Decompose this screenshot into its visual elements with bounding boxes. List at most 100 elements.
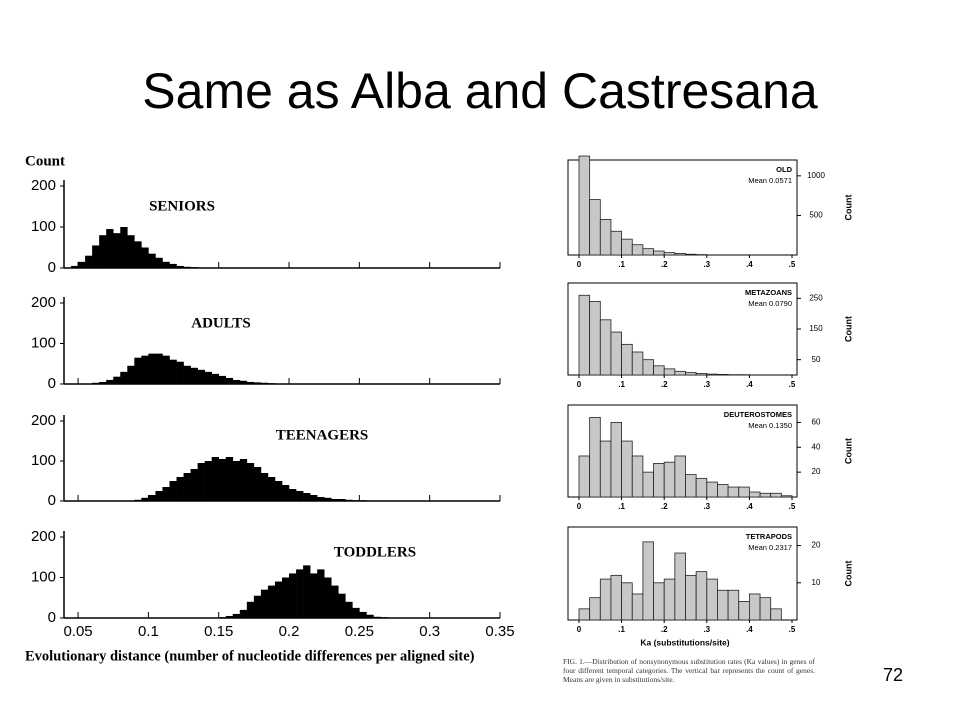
bar	[610, 331, 623, 376]
bar	[296, 491, 304, 501]
y-tick-label: 10	[812, 578, 821, 587]
bar	[717, 484, 729, 498]
bar	[99, 381, 107, 384]
y-tick-label: 100	[31, 452, 56, 469]
bar	[685, 372, 697, 376]
panel-label: TODDLERS	[334, 544, 416, 560]
x-tick-label: 0.2	[279, 623, 300, 640]
y-tick-label: 500	[809, 211, 823, 220]
bar	[578, 294, 591, 376]
bar	[183, 365, 191, 384]
bar	[578, 155, 591, 256]
bar	[331, 499, 339, 501]
bar	[695, 571, 708, 621]
bar	[685, 574, 697, 621]
x-tick-label: .3	[703, 260, 710, 269]
x-tick-label: .5	[789, 260, 796, 269]
bar	[141, 497, 149, 501]
x-tick-label: .2	[661, 625, 668, 634]
bar	[303, 565, 311, 618]
bar	[169, 481, 177, 501]
bar	[589, 417, 601, 498]
panel-label: ADULTS	[191, 315, 250, 331]
y-axis-label: Count	[843, 195, 853, 221]
y-tick-label: 250	[809, 293, 823, 302]
bar	[120, 371, 128, 384]
bar	[253, 382, 262, 384]
bar	[674, 552, 686, 621]
bar	[176, 265, 184, 268]
x-tick-label: 0	[577, 625, 582, 634]
bar	[239, 459, 248, 501]
y-tick-label: 50	[812, 355, 821, 364]
y-tick-label: 200	[31, 528, 56, 545]
bar	[589, 300, 601, 376]
bar	[727, 486, 740, 498]
bar	[310, 495, 318, 501]
y-tick-label: 100	[31, 334, 56, 351]
bar	[366, 614, 374, 618]
x-tick-label: .2	[661, 502, 668, 511]
y-tick-label: 40	[812, 442, 821, 451]
panel-label: METAZOANS	[745, 288, 792, 297]
bar	[663, 578, 676, 621]
bar	[695, 477, 708, 498]
bar	[232, 461, 241, 501]
bar	[663, 461, 676, 498]
bar	[685, 474, 697, 498]
y-tick-label: 200	[31, 294, 56, 311]
bar	[141, 247, 149, 268]
bar	[780, 495, 793, 498]
bar	[695, 373, 708, 376]
bar	[642, 248, 654, 256]
x-tick-label: .5	[789, 380, 796, 389]
bar	[99, 235, 107, 268]
y-axis-label: Count	[843, 316, 853, 342]
panel-label: DEUTEROSTOMES	[724, 410, 792, 419]
bar	[317, 497, 325, 501]
y-tick-label: 0	[48, 375, 56, 392]
x-tick-label: .3	[703, 502, 710, 511]
bar	[162, 487, 170, 501]
bar	[176, 361, 184, 384]
bar	[749, 491, 761, 498]
bar	[197, 463, 205, 501]
bar	[134, 241, 142, 268]
panel-label: SENIORS	[149, 198, 215, 214]
bar	[282, 485, 290, 501]
bar	[148, 353, 156, 384]
bar	[239, 380, 248, 384]
bar	[345, 601, 353, 618]
y-tick-label: 20	[812, 467, 821, 476]
x-axis-label: Ka (substitutions/site)	[640, 637, 729, 647]
bar	[578, 608, 591, 621]
y-tick-label: 60	[812, 418, 821, 427]
bar	[642, 541, 654, 621]
bar	[770, 608, 782, 621]
bar	[310, 573, 318, 618]
bar	[674, 370, 686, 376]
bar	[631, 593, 644, 621]
x-tick-label: .5	[789, 625, 796, 634]
bar	[749, 593, 761, 621]
bar	[653, 582, 665, 621]
panel-label: TEENAGERS	[276, 427, 369, 443]
x-tick-label: .4	[746, 502, 753, 511]
bar	[211, 457, 220, 501]
bar	[653, 463, 665, 498]
bar	[642, 359, 654, 376]
x-tick-label: .4	[746, 260, 753, 269]
bar	[239, 609, 248, 618]
bar	[232, 379, 241, 384]
bar	[338, 593, 346, 618]
y-axis-label: Count	[843, 438, 853, 464]
bar	[155, 257, 163, 268]
bar	[197, 369, 205, 384]
bar	[610, 422, 623, 498]
x-tick-label: 0.3	[419, 623, 440, 640]
bar	[653, 365, 665, 376]
bar	[578, 455, 591, 498]
x-tick-label: .2	[661, 260, 668, 269]
bar	[631, 244, 644, 256]
bar	[599, 319, 612, 376]
